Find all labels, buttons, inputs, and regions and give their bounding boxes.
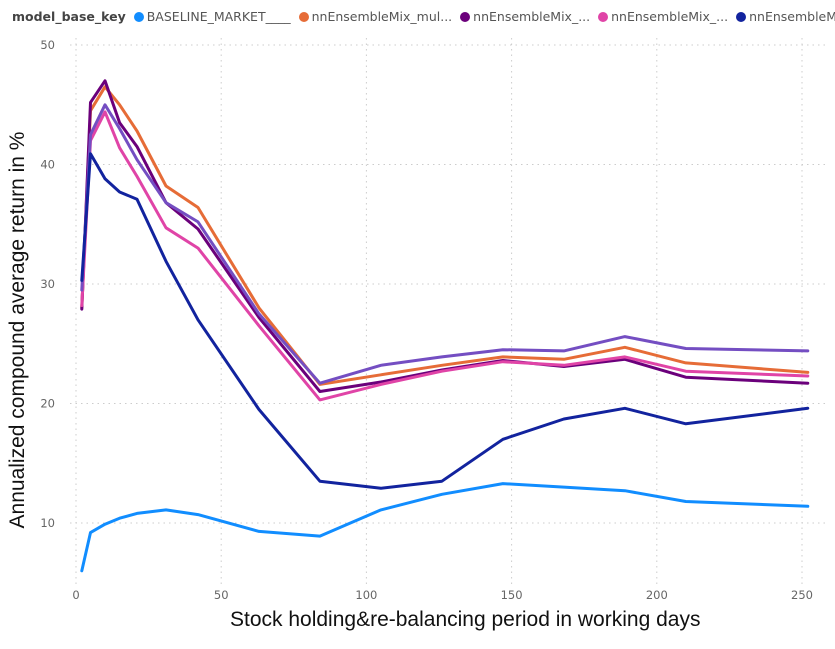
legend-item[interactable]: nnEnsembleMix_... — [598, 9, 728, 24]
series-line-0 — [80, 482, 810, 573]
y-axis-title: Annualized compound average return in % — [6, 131, 29, 529]
x-tick-label: 250 — [791, 588, 813, 602]
legend-dot-icon — [133, 11, 144, 22]
y-tick-label: 10 — [40, 516, 55, 530]
x-tick-label: 200 — [646, 588, 668, 602]
series-line-4 — [80, 152, 810, 490]
legend-item[interactable]: nnEnsembleMix_mul... — [298, 9, 453, 24]
series-line-5 — [80, 103, 810, 385]
legend-item[interactable]: nnEnsembleMi... — [736, 9, 835, 24]
legend-label: nnEnsembleMix_... — [611, 9, 729, 24]
legend-label: BASELINE_MARKET____ — [146, 9, 291, 24]
x-tick-label: 150 — [501, 588, 523, 602]
y-tick-label: 40 — [40, 158, 55, 172]
legend-dot-icon — [736, 11, 747, 22]
legend-item[interactable]: nnEnsembleMix_... — [460, 9, 590, 24]
legend-label: nnEnsembleMix_mul... — [311, 9, 453, 24]
legend-dot-icon — [460, 11, 471, 22]
x-tick-label: 100 — [355, 588, 377, 602]
legend-dot-icon — [598, 11, 609, 22]
x-tick-label: 50 — [214, 588, 229, 602]
x-axis-title: Stock holding&re-balancing period in wor… — [230, 608, 701, 631]
legend-dot-icon — [298, 11, 309, 22]
legend-label: nnEnsembleMix_... — [473, 9, 591, 24]
series-line-3 — [80, 110, 810, 402]
series-line-1 — [80, 85, 810, 386]
x-tick-label: 0 — [72, 588, 79, 602]
legend-label: nnEnsembleMi... — [749, 9, 835, 24]
legend-title: model_base_key — [12, 9, 126, 24]
legend: model_base_key BASELINE_MARKET____ nnEnse… — [12, 9, 835, 24]
legend-item[interactable]: BASELINE_MARKET____ — [133, 9, 291, 24]
y-tick-label: 30 — [40, 277, 55, 291]
y-tick-label: 50 — [40, 38, 55, 52]
series-line-2 — [80, 79, 810, 393]
y-tick-label: 20 — [40, 397, 55, 411]
